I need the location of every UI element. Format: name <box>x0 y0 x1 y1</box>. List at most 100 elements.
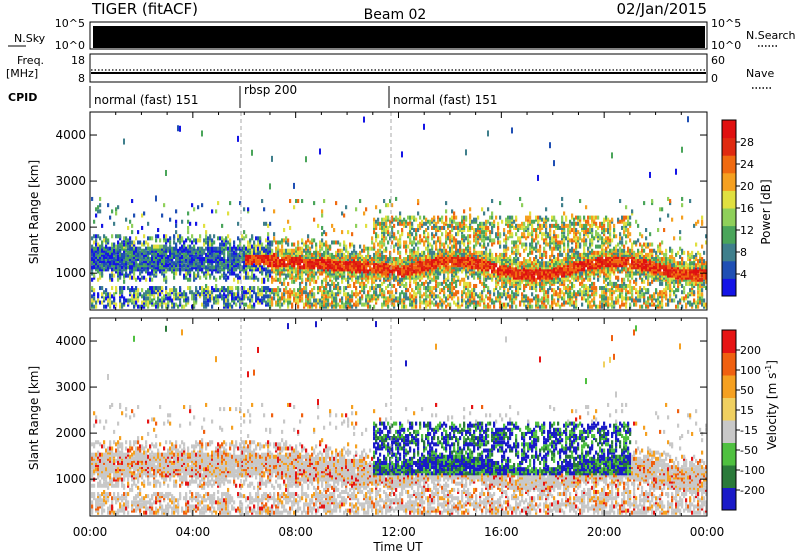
power-cell <box>211 246 214 251</box>
power-cell <box>553 288 556 293</box>
power-cell <box>133 257 136 262</box>
power-cell <box>273 296 276 301</box>
power-cell <box>453 300 456 305</box>
power-cell <box>481 290 484 295</box>
power-cell <box>95 304 98 309</box>
power-cell <box>131 240 134 245</box>
power-cell <box>223 304 226 309</box>
power-cell <box>173 261 176 266</box>
power-cell <box>541 300 544 305</box>
power-cell <box>207 286 210 291</box>
power-cell <box>265 261 268 266</box>
power-cell <box>327 271 330 276</box>
power-cell <box>359 283 362 288</box>
power-cell <box>469 300 472 305</box>
power-cell <box>403 223 406 228</box>
power-cell <box>267 273 270 278</box>
power-cell <box>211 242 214 247</box>
power-cell <box>391 261 394 266</box>
power-cell <box>261 252 264 257</box>
power-cell <box>237 257 240 262</box>
power-cell <box>471 259 474 264</box>
power-cell <box>361 259 364 264</box>
power-cell <box>415 271 418 276</box>
power-cell <box>249 294 252 299</box>
power-cell <box>473 269 476 274</box>
power-cell <box>223 254 226 259</box>
power-cell <box>205 288 208 293</box>
power-cell <box>497 279 500 284</box>
power-cell <box>193 207 196 212</box>
power-cell <box>559 265 562 270</box>
power-cell <box>483 283 486 288</box>
power-cell <box>451 215 454 220</box>
power-cell <box>159 259 162 264</box>
power-cell <box>405 223 408 228</box>
power-cell <box>109 257 112 262</box>
power-cell <box>461 294 464 299</box>
power-cell <box>357 277 360 282</box>
power-cell <box>293 269 296 274</box>
power-cell <box>309 263 312 268</box>
power-cell <box>113 304 116 309</box>
power-cell <box>511 271 514 276</box>
power-cell <box>123 252 126 257</box>
power-cell <box>371 281 374 286</box>
power-cell <box>379 275 382 280</box>
power-cell <box>515 269 518 274</box>
power-cell <box>203 271 206 276</box>
power-cell <box>549 244 552 249</box>
power-cell <box>239 304 242 309</box>
power-cell <box>269 269 272 274</box>
power-cell <box>375 223 378 228</box>
power-cell <box>187 225 190 230</box>
power-cell <box>529 219 532 224</box>
power-cell <box>271 269 274 274</box>
power-cell <box>171 269 174 274</box>
power-cell <box>435 271 438 276</box>
power-cell <box>321 267 324 272</box>
power-cell <box>133 304 136 309</box>
power-cell <box>435 254 438 259</box>
power-cell <box>135 265 138 270</box>
power-cell <box>245 263 248 268</box>
power-cell <box>299 271 302 276</box>
power-cell <box>449 269 452 274</box>
power-cell <box>295 246 298 251</box>
power-cell <box>531 298 534 303</box>
power-cell <box>457 225 460 230</box>
power-cell <box>163 203 166 208</box>
power-cell <box>367 296 370 301</box>
power-cell <box>501 273 504 278</box>
power-cell <box>447 277 450 282</box>
power-cell <box>273 263 276 268</box>
power-cell <box>123 236 126 241</box>
power-cell <box>333 259 336 264</box>
power-cell <box>467 281 470 286</box>
power-cell <box>371 296 374 301</box>
power-cell <box>353 292 356 297</box>
power-cell <box>339 261 342 266</box>
power-cell <box>379 244 382 249</box>
power-cell <box>405 296 408 301</box>
power-cell <box>541 277 544 282</box>
power-cell <box>497 290 500 295</box>
power-cell <box>91 265 94 270</box>
power-cell <box>545 238 548 243</box>
power-cell <box>349 267 352 272</box>
power-cell <box>197 248 200 253</box>
power-cell <box>225 259 228 264</box>
power-cell <box>235 250 238 255</box>
power-cell <box>487 219 490 224</box>
power-cell <box>409 219 412 224</box>
power-cell <box>185 252 188 257</box>
power-cell <box>423 257 426 262</box>
power-cell <box>275 275 278 280</box>
power-cell <box>189 244 192 249</box>
power-cell <box>433 223 436 228</box>
power-cell <box>215 248 218 253</box>
power-cell <box>297 300 300 305</box>
power-cell <box>227 259 230 264</box>
power-cell <box>215 257 218 262</box>
power-cell <box>359 244 362 249</box>
